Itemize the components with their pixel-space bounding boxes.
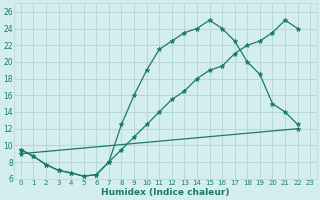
X-axis label: Humidex (Indice chaleur): Humidex (Indice chaleur) (101, 188, 230, 197)
